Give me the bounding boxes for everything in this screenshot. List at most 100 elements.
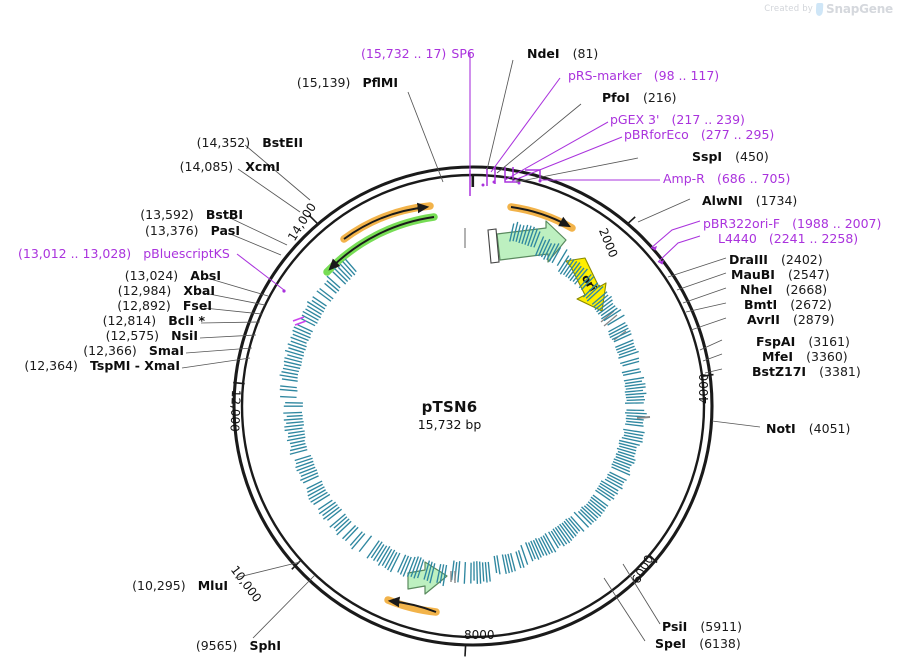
translation-tick [287, 354, 303, 360]
translation-tick [416, 559, 425, 579]
enzyme-pos: (14,352) [196, 135, 251, 150]
enzyme-label-mfei[interactable]: MfeI (3360) [762, 348, 848, 364]
translation-tick [544, 533, 557, 553]
translation-tick [289, 448, 308, 455]
feature-label-pbr322ori-f[interactable]: pBR322ori-F (1988 .. 2007) [703, 215, 881, 231]
feature-name: pBRforEco [624, 127, 689, 142]
translation-tick [596, 487, 615, 500]
enzyme-label-fsei[interactable]: (12,892) FseI [0, 297, 212, 313]
enzyme-label-pfoi[interactable]: PfoI (216) [602, 89, 677, 105]
feature-label-sp6[interactable]: (15,732 .. 17) SP6 [361, 45, 475, 61]
translation-tick [579, 509, 595, 523]
enzyme-label-bmti[interactable]: BmtI (2672) [744, 296, 832, 312]
feature-pos: (217 .. 239) [671, 112, 745, 127]
translation-tick [283, 360, 302, 367]
translation-tick [311, 299, 326, 310]
translation-tick [478, 561, 482, 584]
enzyme-name: XbaI [183, 283, 215, 298]
translation-tick [307, 483, 324, 493]
feature-label-prs-marker[interactable]: pRS-marker (98 .. 117) [568, 67, 719, 83]
translation-tick [322, 506, 340, 520]
enzyme-label-mlui[interactable]: (10,295) MluI [0, 577, 228, 593]
enzyme-label-fspai[interactable]: FspAI (3161) [756, 333, 850, 349]
enzyme-label-psii[interactable]: PsiI (5911) [662, 618, 742, 634]
translation-tick [501, 554, 507, 574]
enzyme-label-nhei[interactable]: NheI (2668) [740, 281, 827, 297]
enzyme-label-alwni[interactable]: AlwNI (1734) [702, 192, 797, 208]
axis-tick-12000: 12,000 [227, 389, 243, 432]
enzyme-pos: (13,376) [145, 223, 199, 238]
enzyme-name: SphI [249, 638, 281, 653]
enzyme-name: XcmI [245, 159, 280, 174]
enzyme-name: NsiI [171, 328, 198, 343]
enzyme-name: FspAI [756, 334, 796, 349]
enzyme-label-avrii[interactable]: AvrII (2879) [747, 311, 835, 327]
feature-name: SP6 [451, 46, 475, 61]
enzyme-label-pasi[interactable]: (13,376) PasI [0, 222, 240, 238]
feature-label-l4440[interactable]: L4440 (2241 .. 2258) [718, 230, 858, 246]
translation-tick [554, 527, 568, 545]
enzyme-pos: (216) [642, 90, 677, 105]
enzyme-pos: (81) [572, 46, 599, 61]
enzyme-label-spei[interactable]: SpeI (6138) [655, 635, 741, 651]
translation-tick [625, 386, 646, 390]
translation-tick [534, 236, 545, 257]
enzyme-label-xbai[interactable]: (12,984) XbaI [0, 282, 215, 298]
translation-tick [562, 259, 575, 276]
enzyme-label-sspi[interactable]: SspI (450) [692, 148, 769, 164]
translation-tick [615, 456, 635, 464]
enzyme-pos: (15,139) [296, 75, 351, 90]
enzyme-label-ndei[interactable]: NdeI (81) [527, 45, 598, 61]
enzyme-label-tspmi-xmai[interactable]: (12,364) TspMI - XmaI [0, 357, 180, 373]
enzyme-label-maubi[interactable]: MauBI (2547) [731, 266, 830, 282]
enzyme-label-smai[interactable]: (12,366) SmaI [0, 342, 184, 358]
translation-tick [609, 471, 627, 482]
translation-tick [587, 501, 603, 515]
enzyme-label-absi[interactable]: (13,024) AbsI [0, 267, 221, 283]
translation-tick [299, 466, 316, 475]
enzyme-pos: (10,295) [132, 578, 186, 593]
enzyme-name: NheI [740, 282, 773, 297]
translation-tick [525, 542, 534, 562]
enzyme-label-xcmi[interactable]: (14,085) XcmI [0, 158, 280, 174]
translation-tick [594, 295, 613, 311]
feature-label-amp-r[interactable]: Amp-R (686 .. 705) [663, 170, 790, 186]
enzyme-name: BstEII [262, 135, 303, 150]
enzyme-pos: (2547) [788, 267, 830, 282]
feature-label-pbrforeco[interactable]: pBRforEco (277 .. 295) [624, 126, 774, 142]
translation-tick [329, 513, 346, 528]
translation-tick [607, 473, 625, 484]
enzyme-label-nsii[interactable]: (12,575) NsiI [0, 327, 198, 343]
translation-tick [611, 330, 631, 341]
enzyme-label-bstbi[interactable]: (13,592) BstBI [0, 206, 243, 222]
translation-tick [317, 499, 333, 511]
translation-tick [284, 349, 305, 357]
translation-tick [281, 378, 298, 382]
feature-label-pbluescriptks[interactable]: (13,012 .. 13,028) pBluescriptKS [18, 245, 230, 261]
translation-tick [517, 550, 525, 568]
translation-ticks [279, 221, 647, 587]
enzyme-label-bcli[interactable]: (12,814) BclI * [0, 312, 205, 328]
leader-lines-right [603, 198, 761, 642]
translation-tick [484, 562, 488, 583]
translation-tick [344, 258, 357, 273]
enzyme-label-bstz17i[interactable]: BstZ17I (3381) [752, 363, 861, 379]
translation-tick [289, 445, 307, 452]
translation-tick [586, 286, 604, 302]
translation-tick [512, 221, 519, 242]
enzyme-label-noti[interactable]: NotI (4051) [766, 420, 850, 436]
feature-pos: (1988 .. 2007) [792, 216, 882, 231]
enzyme-label-draiii[interactable]: DraIII (2402) [729, 251, 823, 267]
enzyme-label-bstEII[interactable]: (14,352) BstEII [0, 134, 303, 150]
feature-pos: (15,732 .. 17) [361, 46, 447, 61]
translation-tick [618, 439, 640, 446]
enzyme-label-pflmi[interactable]: (15,139) PflMI [0, 74, 398, 90]
translation-tick [570, 516, 585, 532]
translation-tick [310, 491, 328, 503]
translation-tick [578, 273, 592, 289]
enzyme-label-sphi[interactable]: (9565) SphI [0, 637, 281, 653]
leader-lines-right-top-feature [490, 77, 660, 182]
feature-label-pgex3[interactable]: pGEX 3' (217 .. 239) [610, 111, 745, 127]
translation-tick [302, 310, 319, 321]
translation-tick [603, 308, 622, 322]
